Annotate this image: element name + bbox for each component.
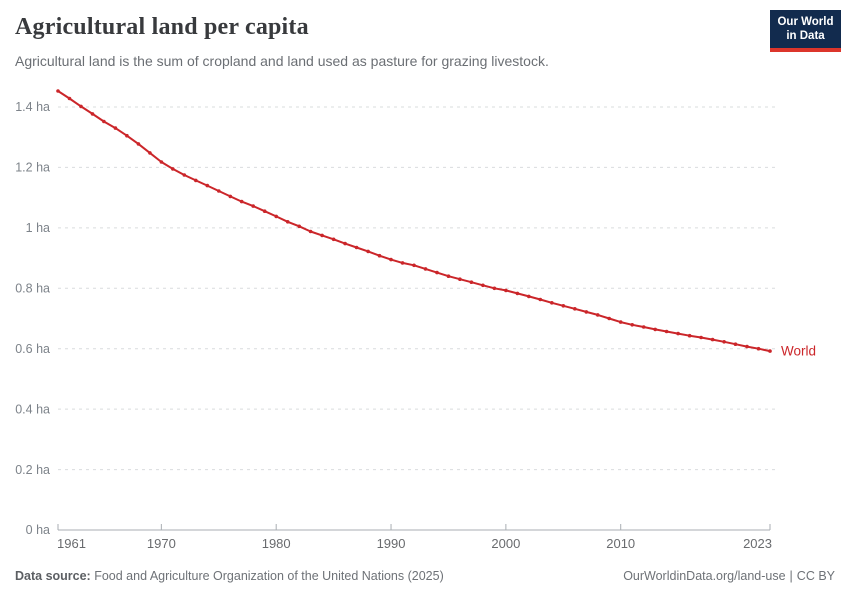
data-point-1995 [446,274,451,279]
data-point-2020 [733,342,738,347]
data-point-1984 [320,233,324,238]
data-point-1994 [435,270,439,275]
footer-separator: | [789,569,793,583]
data-point-1997 [469,280,474,285]
data-point-2022 [756,346,761,351]
data-point-2007 [584,310,589,314]
y-axis-tick-label: 1.2 ha [15,161,50,175]
data-point-2005 [561,304,566,308]
data-source: Data source: Food and Agriculture Organi… [15,569,444,583]
data-point-1964 [90,112,95,116]
data-point-2003 [538,297,543,302]
series-line-world [57,90,771,353]
data-point-1996 [458,277,462,282]
data-point-1985 [331,237,336,242]
data-point-2018 [710,337,715,342]
owid-url-link[interactable]: OurWorldinData.org/land-use [623,569,786,583]
data-point-2008 [595,313,600,317]
data-point-2010 [618,320,623,324]
x-axis-tick-label: 2000 [491,536,520,551]
owid-logo-line2: in Data [786,30,825,43]
y-axis-tick-label: 0 ha [26,523,50,537]
y-axis-tick-label: 0.4 ha [15,402,50,416]
data-point-1981 [285,220,290,224]
data-point-2014 [664,329,669,334]
data-point-2012 [641,325,646,329]
data-point-1970 [159,160,164,164]
data-point-1973 [194,178,198,183]
data-point-2015 [676,331,680,336]
license-link[interactable]: CC BY [796,569,835,583]
data-source-text: Food and Agriculture Organization of the… [94,569,444,583]
x-axis-tick-label: 2023 [743,536,772,551]
data-point-1966 [113,126,118,130]
owid-logo[interactable]: Our World in Data [770,10,841,52]
data-point-2021 [745,344,749,349]
data-point-1977 [239,199,244,204]
data-point-2009 [607,316,611,321]
data-point-1967 [125,133,129,138]
data-point-2019 [722,340,726,344]
data-point-1968 [136,142,141,146]
data-point-1969 [148,151,152,155]
data-point-1961 [56,89,60,93]
x-axis-tick-label: 2010 [606,536,635,551]
data-point-1971 [171,167,175,171]
data-point-2001 [515,291,520,296]
data-point-1975 [217,189,221,193]
y-axis-tick-label: 0.8 ha [15,281,50,295]
data-point-1972 [182,173,187,177]
data-point-2017 [699,335,703,340]
data-point-1980 [274,214,279,219]
data-point-1998 [481,283,485,288]
data-point-1993 [423,267,428,271]
data-point-2004 [550,301,554,305]
data-point-1989 [377,253,382,258]
data-source-label: Data source: [15,569,91,583]
data-point-1976 [228,194,233,199]
data-point-1962 [67,96,72,101]
data-point-1988 [366,249,370,254]
data-point-2016 [687,333,692,338]
data-point-2011 [630,323,634,327]
y-axis-tick-label: 1.4 ha [15,100,50,114]
y-axis-tick-label: 0.2 ha [15,463,50,477]
y-axis-tick-label: 1 ha [26,221,50,235]
data-point-1992 [412,263,416,268]
x-axis-tick-label: 1970 [147,536,176,551]
data-point-1965 [102,119,106,124]
data-point-2006 [573,307,577,311]
chart-subtitle: Agricultural land is the sum of cropland… [15,53,549,69]
footer-links: OurWorldinData.org/land-use | CC BY [623,569,835,583]
x-axis-tick-label: 1961 [57,536,86,551]
y-axis-tick-label: 0.6 ha [15,342,50,356]
data-point-1982 [297,224,302,229]
data-point-2000 [504,288,508,293]
data-point-1986 [343,241,347,246]
data-point-1987 [354,245,359,250]
data-point-1963 [79,104,83,109]
data-point-1979 [262,209,267,213]
data-point-1991 [400,261,405,265]
data-point-1990 [389,257,393,262]
x-axis-tick-label: 1990 [377,536,406,551]
data-point-1978 [251,204,255,208]
chart-title: Agricultural land per capita [15,14,309,40]
data-point-1983 [308,229,313,234]
data-point-2023 [768,349,772,353]
data-point-1999 [492,286,497,291]
data-point-2013 [653,327,657,332]
series-label-world: World [781,344,816,359]
data-point-1974 [205,183,210,188]
owid-logo-line1: Our World [777,16,834,28]
data-point-2002 [527,294,531,299]
x-axis-tick-label: 1980 [262,536,291,551]
